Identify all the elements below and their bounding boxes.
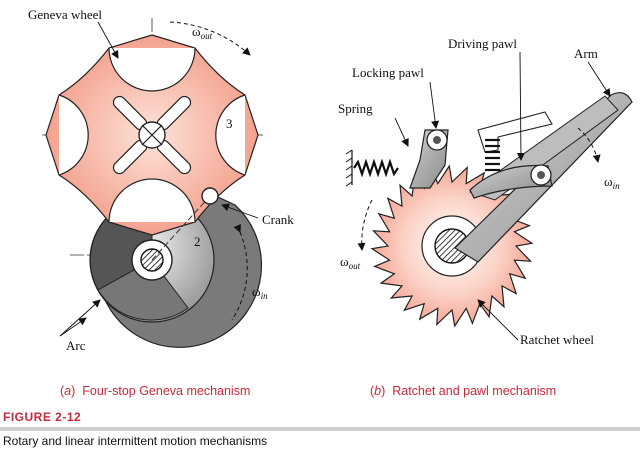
arm-label: Arm xyxy=(574,46,598,61)
locking-pawl xyxy=(409,129,449,189)
ratchet-wheel-label: Ratchet wheel xyxy=(520,332,594,347)
caption-a: (a) Four-stop Geneva mechanism xyxy=(60,384,251,398)
omega-in-arrow-a xyxy=(231,224,248,321)
figure-title: Rotary and linear intermittent motion me… xyxy=(3,434,268,448)
figure-number: FIGURE 2-12 xyxy=(3,410,82,424)
geneva-wheel-label: Geneva wheel xyxy=(28,7,102,22)
omega-out-label-b: ωout xyxy=(340,254,361,271)
ratchet-mechanism: Driving pawl Arm Locking pawl Spring ωin… xyxy=(338,36,633,347)
driving-pawl xyxy=(469,164,553,199)
crank-label: Crank xyxy=(262,212,294,227)
locking-pawl-label: Locking pawl xyxy=(352,65,424,80)
caption-b: (b) Ratchet and pawl mechanism xyxy=(370,384,557,398)
omega-out-label-a: ωout xyxy=(192,24,213,41)
omega-in-label-a: ωin xyxy=(252,284,268,301)
omega-out-arrow-a xyxy=(169,21,251,56)
crank-number-label: 2 xyxy=(194,234,201,249)
figure-rule xyxy=(0,427,640,431)
omega-in-label-b: ωin xyxy=(604,174,620,191)
locking-spring xyxy=(345,149,399,187)
geneva-mechanism: Geneva wheel ωout 3 Crank 2 ωin Arc xyxy=(28,7,294,353)
crank-arm xyxy=(151,187,219,261)
omega-in-arrow-b xyxy=(577,127,601,163)
omega-out-arrow-b xyxy=(357,199,373,251)
spring-label: Spring xyxy=(338,101,373,116)
wheel-number-label: 3 xyxy=(226,116,233,131)
driving-pawl-label: Driving pawl xyxy=(448,36,517,51)
figure-illustration: Geneva wheel ωout 3 Crank 2 ωin Arc xyxy=(28,7,633,353)
pawl-spring xyxy=(485,138,500,172)
geneva-wheel xyxy=(45,34,259,236)
arc-label: Arc xyxy=(66,338,86,353)
